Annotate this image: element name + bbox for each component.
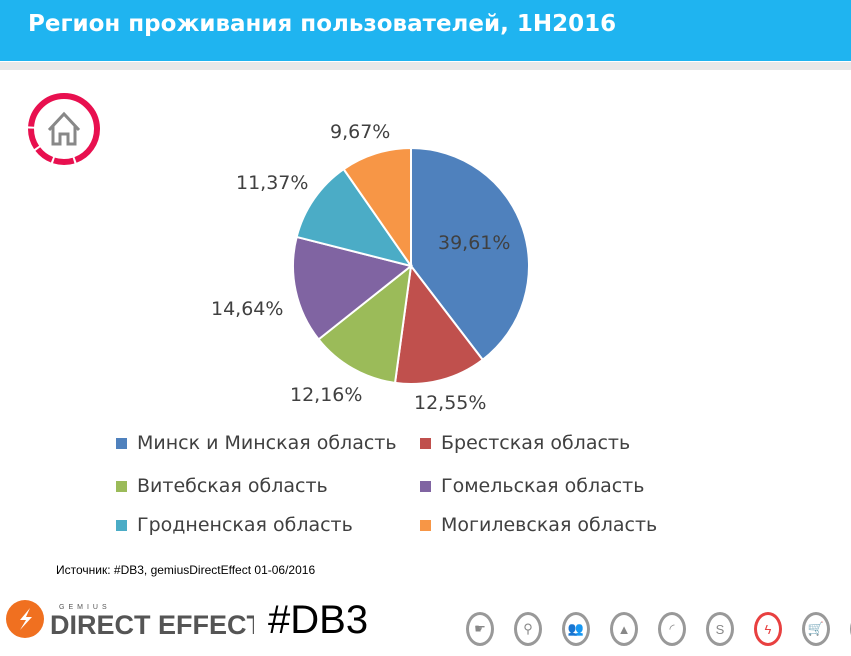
hand-icon[interactable]: ☛ [466, 612, 494, 646]
legend-label: Гродненская область [137, 514, 353, 536]
direct-effect-logo: GEMIUS DIRECT EFFECT [6, 600, 254, 640]
legend-label: Брестская область [441, 432, 631, 454]
pie-slice [292, 235, 414, 341]
pie-slice [342, 146, 412, 270]
svg-text:GEMIUS: GEMIUS [59, 604, 111, 611]
hashtag: #DB3 [268, 598, 369, 642]
nav-icons: ☛ ⚲ 👥 ▲ ◜ S ϟ 🛒 ⋮ [466, 612, 851, 646]
legend-item: Минск и Минская область [116, 432, 397, 454]
legend-label: Гомельская область [441, 475, 645, 497]
pie-slice [317, 263, 413, 385]
data-label: 11,37% [236, 172, 309, 194]
data-label: 14,64% [211, 298, 284, 320]
legend-swatch [116, 480, 127, 492]
wifi-icon[interactable]: ◜ [658, 612, 686, 646]
data-label: 12,55% [414, 392, 487, 414]
home-icon[interactable] [27, 92, 101, 166]
divider [0, 62, 851, 70]
svg-text:DIRECT EFFECT: DIRECT EFFECT [50, 610, 254, 640]
legend-label: Витебская область [137, 475, 328, 497]
legend-item: Витебская область [116, 475, 328, 497]
location-icon[interactable]: ⚲ [514, 612, 542, 646]
legend-label: Могилевская область [441, 514, 658, 536]
legend-label: Минск и Минская область [137, 432, 397, 454]
pie-slice [393, 263, 485, 385]
legend-swatch [116, 519, 127, 531]
page-title: Регион проживания пользователей, 1H2016 [28, 11, 617, 37]
s-icon[interactable]: S [706, 612, 734, 646]
legend-swatch [420, 519, 431, 531]
pie-slice [295, 167, 414, 268]
cart-icon[interactable]: 🛒 [802, 612, 830, 646]
source-note: Источник: #DB3, gemiusDirectEffect 01-06… [56, 563, 316, 577]
data-label: 12,16% [290, 384, 363, 406]
legend-item: Могилевская область [420, 514, 657, 536]
legend-swatch [420, 437, 431, 449]
data-label: 9,67% [330, 121, 391, 143]
mountain-icon[interactable]: ▲ [610, 612, 638, 646]
legend-item: Гродненская область [116, 514, 353, 536]
lightning-icon[interactable]: ϟ [754, 612, 782, 646]
header-bar: Регион проживания пользователей, 1H2016 [0, 0, 851, 61]
data-label: 39,61% [438, 232, 511, 254]
legend-item: Гомельская область [420, 475, 644, 497]
people-icon[interactable]: 👥 [562, 612, 590, 646]
pie-slice [410, 146, 530, 362]
legend-item: Брестская область [420, 432, 630, 454]
legend-swatch [116, 437, 127, 449]
legend-swatch [420, 480, 431, 492]
